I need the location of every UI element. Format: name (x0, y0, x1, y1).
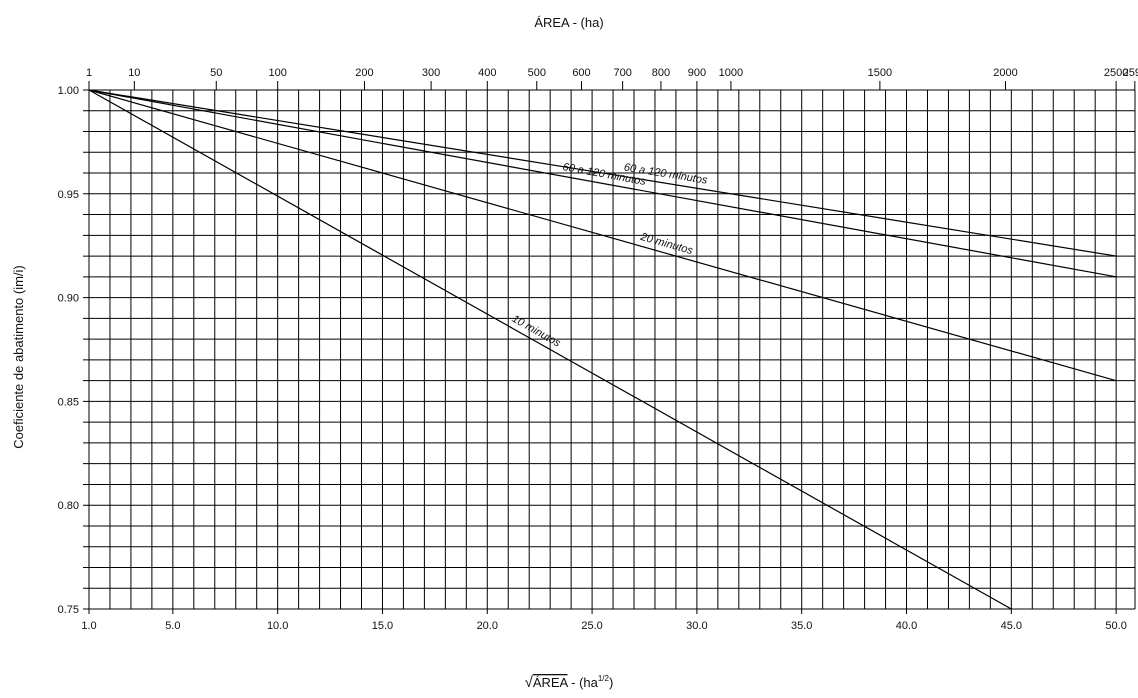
top-tick-label: 10 (128, 67, 140, 79)
x-tick-label: 1.0 (81, 620, 96, 632)
labels: 1.0 5.0 10.0 15.0 20.0 25.0 30.0 35.0 40.0 45.0 50… (58, 67, 1138, 632)
y-axis-title: Coeficiente de abatimento (im/i) (11, 265, 26, 449)
top-tick-label: 900 (688, 67, 706, 79)
x-tick-label: 35.0 (791, 620, 812, 632)
x-axis-title-exponent: 1/2 (598, 674, 610, 683)
x-axis-title-close: ) (609, 675, 613, 690)
top-tick-label: 2590 (1123, 67, 1138, 79)
x-axis-title: √ÁREA - (ha1/2) (525, 674, 614, 691)
top-tick-label: 600 (572, 67, 590, 79)
top-tick-label: 2000 (993, 67, 1017, 79)
x-tick-label: 5.0 (165, 620, 180, 632)
series-line (88, 89, 1117, 257)
x-tick-label: 40.0 (896, 620, 917, 632)
x-tick-label: 30.0 (686, 620, 707, 632)
top-tick-label: 500 (528, 67, 546, 79)
top-tick-label: 800 (652, 67, 670, 79)
x-axis-title-unit: - (ha (568, 675, 599, 690)
x-tick-label: 50.0 (1105, 620, 1126, 632)
top-axis-title: ÁREA - (ha) (534, 15, 603, 30)
y-tick-label: 0.90 (58, 293, 79, 305)
top-tick-label: 1000 (719, 67, 743, 79)
top-tick-label: 2500 (1104, 67, 1128, 79)
x-tick-label: 20.0 (477, 620, 498, 632)
grid (83, 81, 1136, 614)
top-tick-label: 700 (613, 67, 631, 79)
y-tick-label: 0.95 (58, 189, 79, 201)
y-tick-label: 0.80 (58, 500, 79, 512)
curves (88, 89, 1117, 610)
x-axis-title-radical: √ (525, 674, 534, 691)
top-tick-label: 1 (86, 67, 92, 79)
top-tick-label: 400 (478, 67, 496, 79)
y-tick-label: 0.75 (58, 604, 79, 616)
y-tick-label: 1.00 (58, 85, 79, 97)
top-tick-label: 100 (268, 67, 286, 79)
top-tick-label: 1500 (868, 67, 892, 79)
x-tick-label: 15.0 (372, 620, 393, 632)
series-line (88, 89, 1117, 278)
top-tick-label: 50 (210, 67, 222, 79)
top-tick-label: 300 (422, 67, 440, 79)
x-tick-label: 25.0 (581, 620, 602, 632)
top-tick-label: 200 (355, 67, 373, 79)
series-line (88, 89, 1117, 382)
x-tick-label: 10.0 (267, 620, 288, 632)
x-axis-title-area: ÁREA (533, 675, 569, 690)
x-tick-label: 45.0 (1001, 620, 1022, 632)
y-tick-label: 0.85 (58, 396, 79, 408)
series-line (88, 89, 1012, 610)
